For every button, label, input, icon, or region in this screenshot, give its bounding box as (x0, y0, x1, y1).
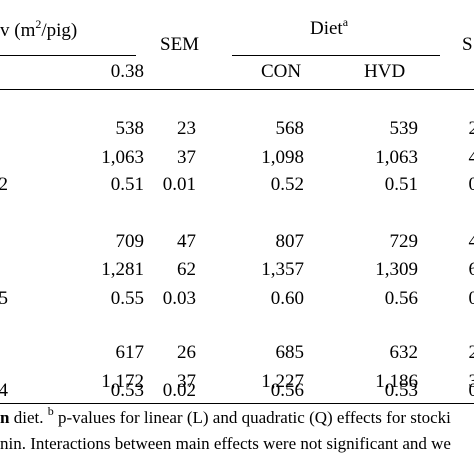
cell-con: 0.60 (270, 288, 304, 309)
cell-con: 1,227 (261, 371, 304, 392)
cell-con: 0.56 (270, 380, 304, 401)
diet-con-header: CON (261, 61, 302, 82)
cell-con: 685 (275, 342, 305, 363)
diet-hvd-header: HVD (364, 61, 406, 82)
cell-sem-2: 6 (468, 259, 474, 280)
cell-density: 1,063 (101, 147, 144, 168)
cell-density: 617 (115, 342, 145, 363)
cell-hvd: 1,063 (375, 147, 418, 168)
cell-density: 1,172 (101, 371, 144, 392)
cell-hvd: 1,309 (375, 259, 418, 280)
cell-sem: 37 (177, 371, 196, 392)
cell-sem: 37 (177, 147, 196, 168)
cell-con: 568 (275, 118, 305, 139)
cell-hvd: 1,186 (375, 371, 418, 392)
cell-con: 0.52 (270, 174, 304, 195)
cell-sem: 0.01 (162, 174, 196, 195)
cell-sem-2: 3 (468, 371, 474, 392)
diet-header: Dieta (310, 15, 349, 39)
cell-partial: 5 (0, 288, 8, 309)
cell-sem: 47 (177, 231, 196, 252)
stocking-density-header: v (m2/pig) (0, 17, 78, 41)
header-rule-density (0, 55, 136, 56)
cell-density: 0.55 (110, 288, 144, 309)
cell-hvd: 729 (389, 231, 419, 252)
cell-sem: 23 (177, 118, 196, 139)
cell-sem-2: 4 (468, 147, 474, 168)
cell-sem-2: 0 (468, 380, 474, 401)
cell-density: 0.53 (110, 380, 144, 401)
footnote-line-1: n diet. b p-values for linear (L) and qu… (0, 404, 451, 427)
cell-density: 538 (115, 118, 145, 139)
cell-sem-2: 0 (468, 288, 474, 309)
table-bottom-rule (0, 403, 474, 404)
cell-sem-2: 0 (468, 174, 474, 195)
density-value-header: 0.38 (110, 61, 144, 82)
cell-sem-2: 2 (468, 118, 474, 139)
cell-partial: 4 (0, 380, 8, 401)
cell-density: 709 (115, 231, 145, 252)
sem-header: SEM (160, 34, 200, 55)
cell-con: 807 (275, 231, 305, 252)
cell-hvd: 0.51 (384, 174, 418, 195)
cell-sem: 0.02 (162, 380, 196, 401)
header-bottom-rule (0, 89, 474, 90)
cell-sem: 62 (177, 259, 196, 280)
cell-hvd: 0.53 (384, 380, 418, 401)
cell-sem-2: 2 (468, 342, 474, 363)
cell-sem: 26 (177, 342, 196, 363)
cell-sem-2: 4 (468, 231, 474, 252)
cell-density: 1,281 (101, 259, 144, 280)
footnote-line-2: nin. Interactions between main effects w… (0, 434, 451, 453)
sem-header-2: S (462, 34, 473, 55)
cell-density: 0.51 (110, 174, 144, 195)
cell-hvd: 632 (389, 342, 419, 363)
cell-con: 1,357 (261, 259, 304, 280)
cell-partial: 2 (0, 174, 8, 195)
cell-sem: 0.03 (162, 288, 196, 309)
cell-hvd: 539 (389, 118, 419, 139)
cell-hvd: 0.56 (384, 288, 418, 309)
header-rule-diet (232, 55, 440, 56)
cell-con: 1,098 (261, 147, 304, 168)
